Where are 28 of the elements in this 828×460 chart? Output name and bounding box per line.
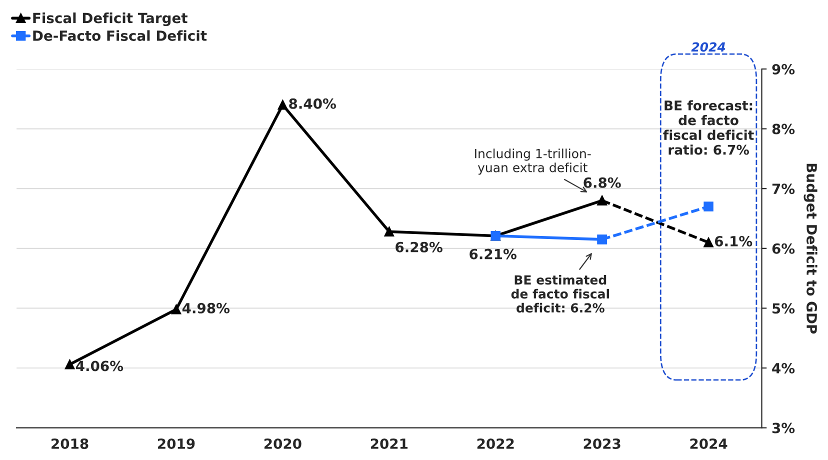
x-tick-label: 2023 (584, 438, 620, 449)
x-tick-label: 2020 (264, 438, 302, 449)
y-axis-title: Budget Deficit to GDP (804, 164, 818, 334)
data-label: 4.06% (76, 360, 124, 372)
y-tick-label: 6% (772, 243, 795, 254)
annotation: Including 1-trillion- yuan extra deficit (475, 148, 591, 175)
annotation: BE estimated de facto fiscal deficit: 6.2% (511, 274, 609, 313)
y-tick-label: 7% (772, 184, 795, 194)
y-tick-label: 3% (772, 422, 795, 434)
x-tick-label: 2018 (52, 438, 88, 449)
x-tick-label: 2022 (477, 438, 514, 449)
data-label: 6.8% (584, 177, 621, 188)
legend-label: Fiscal Deficit Target (33, 12, 188, 26)
text: 2024 (691, 42, 726, 52)
x-tick-label: 2021 (370, 438, 408, 449)
data-label: 6.1% (714, 236, 752, 246)
y-tick-label: 5% (772, 303, 795, 314)
x-tick-label: 2019 (158, 438, 195, 449)
data-label: 8.40% (289, 98, 336, 109)
y-tick-label: 4% (772, 362, 795, 374)
y-tick-label: 8% (772, 124, 795, 134)
data-label: 6.21% (470, 248, 516, 260)
x-tick-label: 2024 (690, 438, 728, 449)
annotation: BE forecast: de facto fiscal deficit ratio: 6.7% (663, 100, 754, 155)
legend-label: De-Facto Fiscal Deficit (33, 30, 207, 41)
data-label: 4.98% (182, 302, 230, 314)
data-label: 6.28% (396, 242, 442, 252)
y-tick-label: 9% (772, 64, 795, 74)
